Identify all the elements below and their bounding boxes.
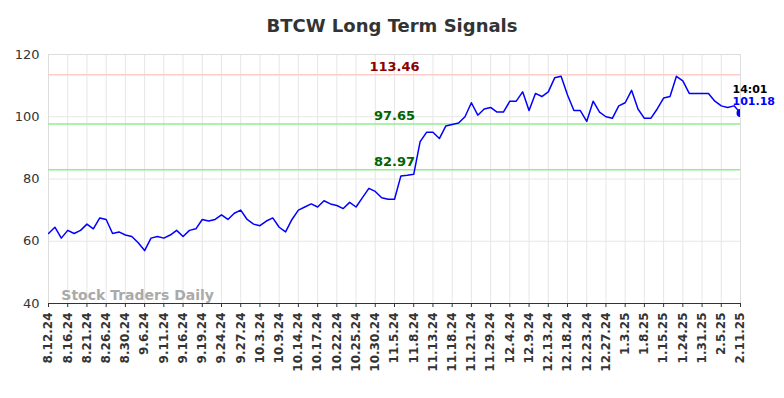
svg-text:60: 60 <box>23 233 40 248</box>
svg-text:9.16.24: 9.16.24 <box>176 313 190 364</box>
svg-text:12.4.24: 12.4.24 <box>503 313 517 364</box>
svg-text:8.26.24: 8.26.24 <box>99 313 113 364</box>
svg-text:10.25.24: 10.25.24 <box>349 313 363 372</box>
svg-text:40: 40 <box>23 296 40 311</box>
svg-text:12.23.24: 12.23.24 <box>580 313 594 372</box>
svg-text:9.6.24: 9.6.24 <box>137 313 151 356</box>
svg-text:Stock Traders Daily: Stock Traders Daily <box>61 287 214 303</box>
svg-text:10.3.24: 10.3.24 <box>253 313 267 364</box>
svg-text:8.21.24: 8.21.24 <box>80 313 94 364</box>
svg-text:1.3.25: 1.3.25 <box>618 313 632 356</box>
svg-text:14:01: 14:01 <box>732 82 768 96</box>
svg-text:12.13.24: 12.13.24 <box>541 313 555 372</box>
svg-text:11.18.24: 11.18.24 <box>445 313 459 372</box>
svg-text:11.5.24: 11.5.24 <box>387 313 401 364</box>
svg-text:1.15.25: 1.15.25 <box>656 313 670 364</box>
svg-text:8.12.24: 8.12.24 <box>41 313 55 364</box>
svg-text:11.29.24: 11.29.24 <box>483 313 497 372</box>
svg-text:97.65: 97.65 <box>374 108 415 123</box>
svg-text:120: 120 <box>15 47 40 62</box>
svg-text:10.30.24: 10.30.24 <box>368 313 382 372</box>
svg-text:11.13.24: 11.13.24 <box>426 313 440 372</box>
svg-text:10.22.24: 10.22.24 <box>330 313 344 372</box>
svg-text:100: 100 <box>15 109 40 124</box>
svg-text:10.9.24: 10.9.24 <box>272 313 286 364</box>
svg-text:12.9.24: 12.9.24 <box>522 313 536 364</box>
svg-text:1.31.25: 1.31.25 <box>695 313 709 364</box>
svg-text:12.27.24: 12.27.24 <box>599 313 613 372</box>
svg-text:82.97: 82.97 <box>374 154 415 169</box>
svg-text:80: 80 <box>23 171 40 186</box>
svg-text:9.24.24: 9.24.24 <box>214 313 228 364</box>
svg-text:1.8.25: 1.8.25 <box>637 313 651 356</box>
svg-text:11.8.24: 11.8.24 <box>407 313 421 364</box>
svg-text:12.18.24: 12.18.24 <box>560 313 574 372</box>
svg-text:9.11.24: 9.11.24 <box>157 313 171 364</box>
svg-text:11.21.24: 11.21.24 <box>464 313 478 372</box>
svg-text:113.46: 113.46 <box>369 59 419 74</box>
svg-text:9.27.24: 9.27.24 <box>234 313 248 364</box>
svg-text:101.18: 101.18 <box>733 95 775 108</box>
svg-text:2.5.25: 2.5.25 <box>714 313 728 356</box>
svg-text:8.30.24: 8.30.24 <box>118 313 132 364</box>
svg-text:10.17.24: 10.17.24 <box>310 313 324 372</box>
svg-text:9.19.24: 9.19.24 <box>195 313 209 364</box>
svg-text:8.16.24: 8.16.24 <box>61 313 75 364</box>
svg-text:2.11.25: 2.11.25 <box>733 313 747 364</box>
html-text:BTCW Long Term Signals: BTCW Long Term Signals <box>266 15 518 36</box>
svg-text:10.14.24: 10.14.24 <box>291 313 305 372</box>
svg-text:1.24.25: 1.24.25 <box>676 313 690 364</box>
